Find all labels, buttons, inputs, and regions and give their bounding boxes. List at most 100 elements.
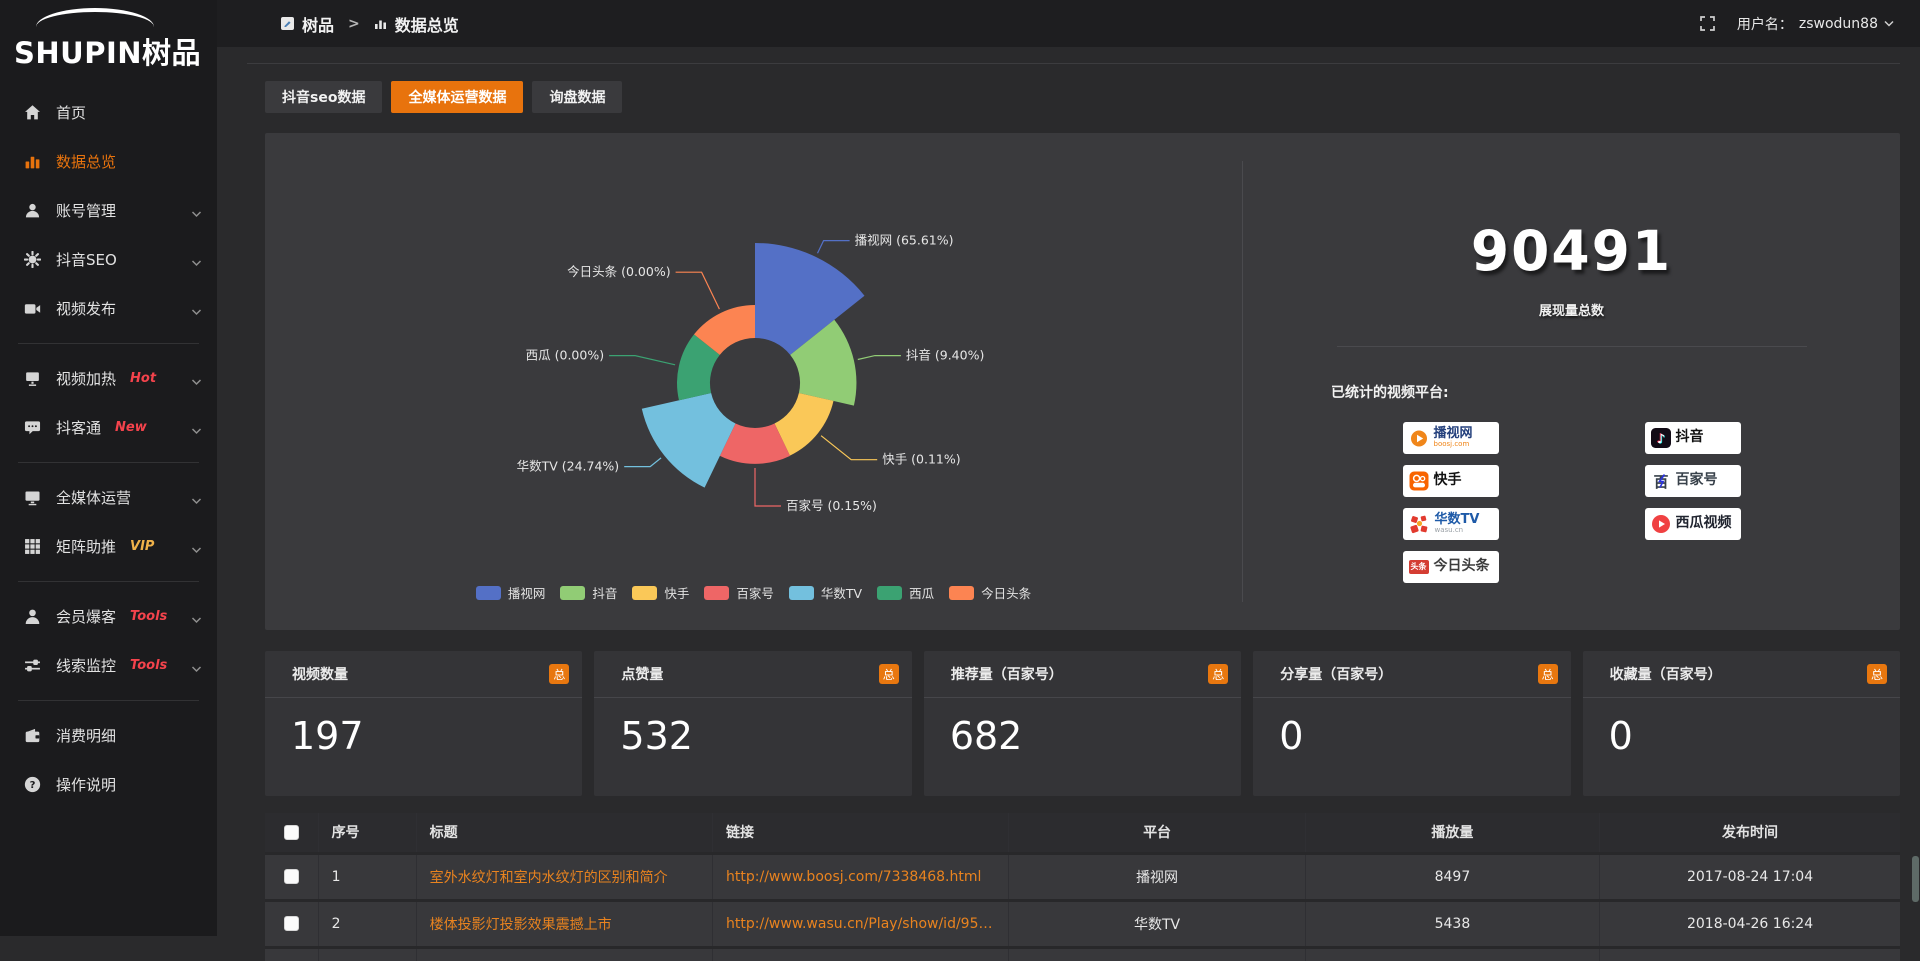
tab-2[interactable]: 询盘数据 bbox=[532, 81, 623, 113]
sidebar-item-label: 会员爆客 bbox=[56, 608, 117, 626]
video-title-link[interactable]: 室外水纹灯和室内水纹灯的区别和简介 bbox=[415, 853, 713, 900]
legend-item-5[interactable]: 西瓜 bbox=[877, 583, 934, 602]
sidebar-item-heat[interactable]: 视频加热 Hot bbox=[0, 354, 217, 403]
legend-item-1[interactable]: 抖音 bbox=[560, 583, 617, 602]
pie-slice-3[interactable] bbox=[719, 423, 791, 464]
pie-slice-2[interactable] bbox=[774, 393, 834, 456]
breadcrumb-root-icon bbox=[281, 17, 294, 30]
overview-panel: 播视网 (65.61%) 抖音 (9.40%) 快手 (0.11%) 百家号 (0.1… bbox=[265, 133, 1900, 630]
legend-item-2[interactable]: 快手 bbox=[632, 583, 689, 602]
pie-slice-1[interactable] bbox=[790, 319, 857, 406]
stat-card-value: 197 bbox=[291, 714, 364, 758]
chevron-down-icon bbox=[191, 372, 202, 390]
legend-label: 播视网 bbox=[507, 586, 546, 601]
platforms-label: 已统计的视频平台: bbox=[1331, 385, 1449, 401]
table-cell-0: 1 bbox=[317, 853, 417, 900]
table-cell-3: 播视网 bbox=[1008, 853, 1306, 900]
breadcrumb-root[interactable]: 树品 bbox=[302, 15, 335, 35]
sidebar-item-label: 线索监控 bbox=[56, 657, 117, 675]
chevron-down-icon bbox=[191, 540, 202, 558]
column-header-4: 播放量 bbox=[1304, 813, 1600, 853]
sidebar-item-sliders[interactable]: 线索监控 Tools bbox=[0, 641, 217, 690]
legend-item-0[interactable]: 播视网 bbox=[475, 583, 546, 602]
fullscreen-icon[interactable] bbox=[1700, 16, 1715, 31]
platform-logo-wrap bbox=[1651, 514, 1671, 534]
stat-card-label: 点赞量 bbox=[621, 667, 664, 683]
pie-label-line-6 bbox=[675, 271, 720, 310]
baijiahao-logo-icon: 百 bbox=[1653, 473, 1668, 491]
empty-cell bbox=[1304, 947, 1600, 961]
summary-divider bbox=[1336, 346, 1807, 347]
sidebar-item-user[interactable]: 账号管理 bbox=[0, 186, 217, 235]
video-title-link[interactable]: 楼体投影灯投影效果震撼上市 bbox=[415, 900, 713, 947]
stat-card-total-badge: 总 bbox=[878, 664, 899, 684]
sidebar-item-monitor[interactable]: 全媒体运营 bbox=[0, 473, 217, 522]
legend-swatch bbox=[949, 585, 975, 600]
pie-slice-6[interactable] bbox=[694, 305, 755, 355]
stat-card-header: 分享量（百家号） 总 bbox=[1253, 651, 1571, 698]
sidebar-item-member[interactable]: 会员爆客 Tools bbox=[0, 592, 217, 641]
sidebar-item-label: 抖音SEO bbox=[56, 251, 117, 269]
row-checkbox[interactable] bbox=[283, 869, 299, 884]
select-all-checkbox[interactable] bbox=[283, 824, 299, 840]
sidebar-item-chat[interactable]: 抖客通 New bbox=[0, 403, 217, 452]
platform-logo-wrap bbox=[1409, 514, 1430, 535]
tab-0[interactable]: 抖音seo数据 bbox=[265, 81, 383, 113]
sidebar: SHUPIN树品 首页 数据总览账号管理抖音SEO 视频发布视频加热 Hot 抖客通 Ne… bbox=[0, 0, 217, 936]
sidebar-item-help[interactable]: ? 操作说明 bbox=[0, 760, 217, 809]
stat-card-value: 0 bbox=[1279, 714, 1304, 758]
chevron-down-icon bbox=[191, 491, 202, 509]
platform-text: 抖音 bbox=[1676, 429, 1704, 445]
rose-chart-svg: 播视网 (65.61%) 抖音 (9.40%) 快手 (0.11%) 百家号 (0.1… bbox=[517, 233, 985, 513]
pie-label-4: 华数TV (24.74%) bbox=[517, 459, 620, 474]
member-icon bbox=[24, 608, 41, 625]
chat-icon bbox=[24, 419, 41, 436]
platform-name: 百家号 bbox=[1675, 472, 1718, 489]
sidebar-divider bbox=[18, 581, 199, 582]
chevron-down-icon bbox=[191, 659, 202, 677]
pie-label-line-4 bbox=[624, 457, 662, 468]
legend-item-6[interactable]: 今日头条 bbox=[949, 583, 1031, 602]
platform-text: 今日头条 bbox=[1434, 558, 1490, 574]
legend-item-3[interactable]: 百家号 bbox=[704, 583, 774, 602]
pie-slice-5[interactable] bbox=[677, 334, 720, 401]
legend-item-4[interactable]: 华数TV bbox=[788, 583, 862, 602]
empty-cell bbox=[415, 947, 713, 961]
stat-card-total-badge: 总 bbox=[1537, 664, 1558, 684]
tab-1[interactable]: 全媒体运营数据 bbox=[391, 81, 524, 113]
sidebar-item-label: 账号管理 bbox=[56, 202, 117, 220]
sidebar-item-wallet[interactable]: 消费明细 bbox=[0, 711, 217, 760]
video-url-link[interactable]: http://www.wasu.cn/Play/show/id/952... bbox=[712, 900, 1009, 947]
legend-label: 西瓜 bbox=[909, 586, 935, 601]
heat-icon bbox=[24, 370, 41, 387]
sidebar-item-chart[interactable]: 数据总览 bbox=[0, 137, 217, 186]
user-dropdown[interactable]: 用户名： zswodun88 bbox=[1737, 14, 1894, 34]
legend-swatch bbox=[704, 585, 730, 600]
home-icon bbox=[24, 104, 41, 121]
row-checkbox[interactable] bbox=[283, 916, 299, 931]
chevron-down-icon bbox=[191, 204, 202, 222]
platform-text: 百家号 bbox=[1675, 472, 1718, 489]
sidebar-item-grid[interactable]: 矩阵助推 VIP bbox=[0, 522, 217, 571]
sidebar-item-video[interactable]: 视频发布 bbox=[0, 284, 217, 333]
stat-card-label: 收藏量（百家号） bbox=[1609, 667, 1722, 683]
pie-slice-0[interactable] bbox=[755, 242, 865, 355]
stat-card-value: 0 bbox=[1608, 714, 1633, 758]
legend-label: 抖音 bbox=[592, 586, 618, 601]
sidebar-item-gear[interactable]: 抖音SEO bbox=[0, 235, 217, 284]
table-header-row: 序号 标题 链接 平台 播放量 发布时间 bbox=[265, 813, 1900, 853]
sidebar-item-tag: Hot bbox=[130, 371, 157, 386]
scrollbar-thumb[interactable] bbox=[1912, 856, 1919, 902]
pie-label-line-1 bbox=[857, 355, 901, 361]
stat-card-4: 收藏量（百家号） 总 0 bbox=[1582, 651, 1901, 796]
pie-label-3: 百家号 (0.15%) bbox=[786, 498, 877, 513]
topbar: 树品 > 数据总览 用户名： zswodun88 bbox=[217, 0, 1920, 47]
sidebar-item-home[interactable]: 首页 bbox=[0, 88, 217, 137]
pie-label-line-3 bbox=[754, 468, 781, 507]
pie-slice-4[interactable] bbox=[641, 393, 736, 488]
brand-logo[interactable]: SHUPIN树品 bbox=[0, 0, 217, 88]
video-url-link[interactable]: http://www.boosj.com/7338468.html bbox=[712, 853, 1009, 900]
platform-column-1: ♪ ♪ ♪ 抖音百百家号 西瓜视频 bbox=[1644, 422, 1741, 583]
stat-card-header: 视频数量 总 bbox=[265, 651, 583, 698]
page-scrollbar[interactable] bbox=[1912, 0, 1919, 936]
